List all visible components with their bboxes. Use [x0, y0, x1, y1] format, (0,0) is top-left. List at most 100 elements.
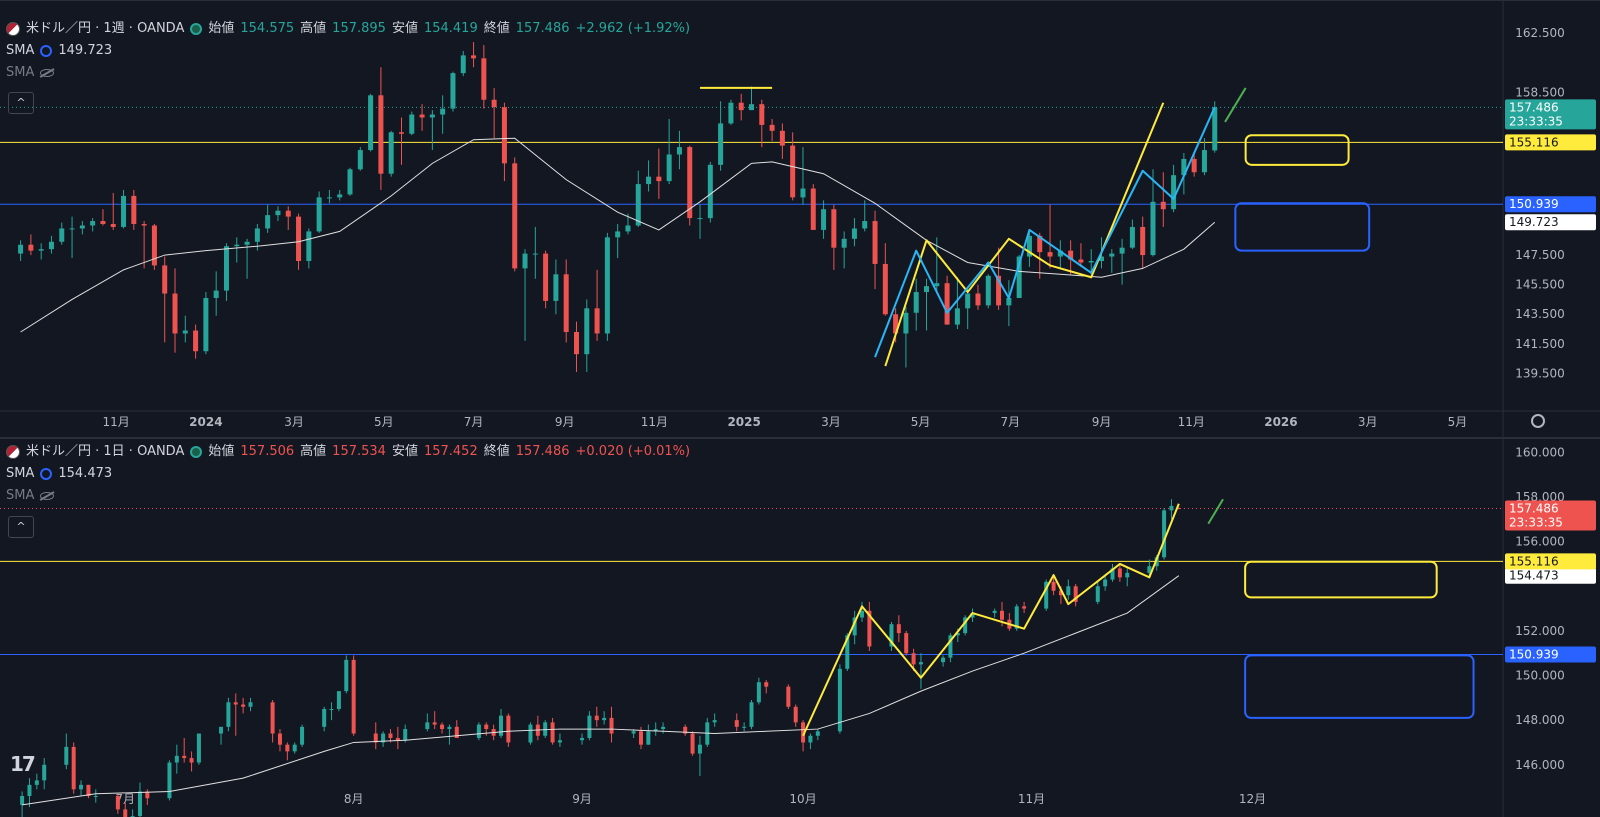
weekly-candle-body: [749, 104, 754, 111]
low-label: 安値: [391, 21, 418, 36]
open-value: 157.506: [240, 444, 295, 459]
weekly-sma2-row[interactable]: SMA: [6, 62, 690, 84]
daily-candle-body: [189, 758, 194, 763]
daily-candle-body: [764, 682, 769, 687]
weekly-candle-body: [831, 209, 837, 248]
weekly-candle-body: [1016, 256, 1022, 298]
daily-candle-body: [233, 702, 238, 705]
daily-candle-body: [277, 733, 282, 745]
daily-candle-body: [292, 744, 297, 752]
weekly-sma1-row[interactable]: SMA 149.723: [6, 40, 690, 62]
daily-candle-body: [557, 740, 562, 743]
open-label: 始値: [208, 21, 235, 36]
weekly-candle-body: [800, 188, 806, 198]
weekly-candle-body: [512, 163, 518, 269]
daily-chart-pane[interactable]: 160.000 158.000 156.000 152.000 150.000 148.0…: [0, 439, 1600, 817]
weekly-candle-body: [563, 274, 569, 332]
close-label: 終値: [483, 21, 510, 36]
weekly-candle-body: [121, 195, 127, 227]
daily-candle-body: [27, 784, 32, 796]
weekly-ohlc-row: 米ドル／円 · 1週 · OANDA 始値 154.575 高値 157.895 安…: [6, 18, 690, 40]
weekly-candle-body: [1129, 226, 1135, 248]
weekly-candle-body: [924, 286, 930, 293]
daily-y-tick-label: 148.000: [1515, 713, 1565, 727]
weekly-candle-body: [182, 330, 188, 334]
tradingview-logo: 17: [10, 752, 36, 776]
pane-separator[interactable]: [0, 437, 1600, 439]
daily-chart[interactable]: 160.000158.000156.000152.000150.000148.0…: [0, 439, 1600, 817]
eye-hidden-icon[interactable]: [40, 69, 55, 77]
collapse-legend-button[interactable]: ^: [8, 92, 34, 114]
weekly-candle-body: [450, 73, 456, 109]
daily-symbol-title[interactable]: 米ドル／円 · 1日 · OANDA: [26, 444, 185, 459]
daily-candle-body: [1162, 510, 1167, 558]
weekly-candle-body: [326, 197, 332, 199]
weekly-candle-body: [141, 224, 147, 226]
weekly-candle-body: [275, 210, 281, 216]
gear-icon[interactable]: [1531, 414, 1545, 428]
daily-candle-body: [381, 733, 386, 743]
weekly-candle-body: [265, 215, 271, 229]
weekly-candle-body: [882, 263, 888, 315]
weekly-blue-line-tag: 150.939: [1509, 197, 1559, 211]
weekly-candle-body: [893, 314, 899, 334]
weekly-x-tick-label: 3月: [1358, 415, 1378, 429]
weekly-candle-body: [1068, 250, 1074, 260]
weekly-x-tick-label: 7月: [464, 415, 484, 429]
collapse-legend-button[interactable]: ^: [8, 516, 34, 538]
weekly-candle-body: [90, 221, 96, 226]
weekly-candle-body: [913, 292, 919, 313]
eye-hidden-icon[interactable]: [40, 492, 55, 500]
weekly-candle-body: [1119, 247, 1125, 254]
weekly-candle-body: [409, 114, 415, 134]
low-value: 154.419: [423, 21, 478, 36]
daily-legend: 米ドル／円 · 1日 · OANDA 始値 157.506 高値 157.534 安…: [6, 441, 690, 507]
weekly-candle-body: [38, 249, 44, 251]
daily-candle-body: [1125, 572, 1130, 578]
sma-loading-icon: [40, 45, 53, 57]
daily-x-tick-label: 8月: [344, 792, 364, 806]
daily-candle-body: [594, 715, 599, 721]
daily-candle-body: [911, 653, 916, 665]
weekly-candle-body: [1006, 297, 1012, 306]
weekly-candle-body: [213, 290, 219, 298]
weekly-candle-body: [79, 225, 85, 229]
weekly-candle-body: [234, 244, 240, 247]
daily-candle-body: [749, 702, 754, 727]
daily-candle-body: [543, 722, 548, 736]
daily-candle-body: [344, 659, 349, 692]
daily-sma1-row[interactable]: SMA 154.473: [6, 463, 690, 485]
weekly-candle-body: [501, 107, 507, 164]
weekly-symbol-title[interactable]: 米ドル／円 · 1週 · OANDA: [26, 21, 185, 36]
daily-candle-body: [860, 610, 865, 618]
weekly-candle-body: [254, 228, 260, 242]
weekly-sma-tag: 149.723: [1509, 215, 1559, 229]
daily-candle-body: [992, 610, 997, 614]
weekly-candle-body: [419, 114, 425, 118]
weekly-chart-pane[interactable]: 162.500 158.500 147.500 145.500 143.500 141.5…: [0, 0, 1600, 438]
daily-candle-body: [373, 733, 378, 743]
daily-candle-body: [336, 691, 341, 709]
daily-candle-body: [631, 731, 636, 734]
weekly-candle-body: [934, 283, 940, 287]
weekly-candle-body: [203, 297, 209, 352]
weekly-candle-body: [69, 228, 75, 230]
weekly-candle-body: [1181, 158, 1187, 176]
daily-candle-body: [196, 733, 201, 763]
change-value: +2.962 (+1.92%): [575, 21, 691, 36]
weekly-chart[interactable]: 162.500 158.500 147.500 145.500 143.500 141.5…: [0, 1, 1600, 438]
daily-yellow-line-tag-bg: [1505, 553, 1596, 570]
daily-candle-body: [499, 715, 503, 736]
weekly-last-price-tag: 157.486: [1509, 100, 1559, 114]
daily-y-tick-label: 152.000: [1515, 624, 1565, 638]
weekly-candle-body: [522, 253, 528, 269]
weekly-candle-body: [975, 293, 981, 306]
daily-candle-body: [395, 737, 400, 741]
daily-candle-body: [1044, 581, 1049, 609]
weekly-candle-body: [110, 224, 116, 227]
daily-candle-body: [837, 668, 842, 732]
weekly-candle-body: [1099, 256, 1105, 261]
daily-candle-body: [646, 731, 651, 745]
daily-candle-body: [484, 724, 489, 730]
daily-sma2-row[interactable]: SMA: [6, 485, 690, 507]
